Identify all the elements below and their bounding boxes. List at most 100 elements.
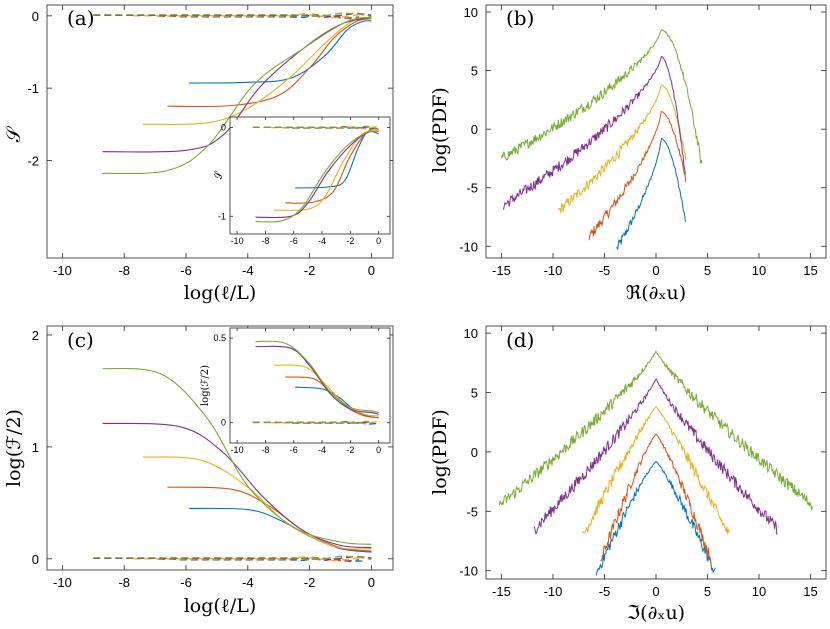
x-tick-label: -8 bbox=[118, 575, 130, 590]
y-tick-label: -1 bbox=[218, 211, 226, 221]
x-tick-label: -2 bbox=[346, 236, 354, 246]
x-axis-label: ℑ(∂ₓu) bbox=[627, 602, 685, 624]
inset-background bbox=[230, 328, 390, 443]
x-tick-label: -10 bbox=[544, 584, 563, 599]
dashed-series-green bbox=[93, 555, 372, 561]
series-blue bbox=[189, 20, 372, 84]
y-tick-label: 0 bbox=[221, 418, 226, 428]
axes-frame bbox=[229, 327, 391, 444]
x-tick-label: -6 bbox=[180, 575, 192, 590]
y-tick-label: 0 bbox=[32, 552, 39, 567]
pdf-series-yellow bbox=[581, 406, 731, 534]
pdf-series-purple bbox=[533, 378, 778, 535]
inset-axes: -10 -8 -6 -4 -2 0-10𝒮 bbox=[214, 116, 391, 246]
inset-background bbox=[230, 117, 390, 234]
series-red bbox=[285, 130, 379, 204]
axes-panel-d: -15 -10 -5 0 5 10 15 -10 -5 0 5 10 bbox=[459, 325, 827, 599]
x-tick-label: -2 bbox=[304, 263, 316, 278]
x-tick-label: 10 bbox=[752, 584, 766, 599]
series-red bbox=[167, 18, 372, 108]
y-tick-label: 2 bbox=[32, 328, 39, 343]
y-tick-label: 0 bbox=[471, 445, 478, 460]
x-tick-label: -8 bbox=[261, 236, 269, 246]
axes-frame bbox=[229, 116, 391, 235]
axes-frame bbox=[46, 4, 394, 259]
x-tick-label: 0 bbox=[376, 445, 381, 455]
dashed-series-green bbox=[252, 420, 374, 424]
y-tick-label: 10 bbox=[464, 5, 478, 20]
y-tick-label: 5 bbox=[471, 64, 478, 79]
x-tick-label: -6 bbox=[180, 263, 192, 278]
y-tick-label: 0.5 bbox=[213, 333, 226, 343]
y-tick-label: -1 bbox=[27, 81, 39, 96]
x-tick-label: 5 bbox=[704, 263, 711, 278]
pdf-series-purple bbox=[503, 55, 686, 210]
x-tick-label: -10 bbox=[231, 236, 244, 246]
pdf-series-blue bbox=[595, 460, 716, 576]
dashed-series-green bbox=[93, 12, 372, 18]
x-tick-label: 0 bbox=[652, 584, 659, 599]
inset-y-axis-label: log(ℱ/2) bbox=[200, 365, 211, 406]
series-red bbox=[167, 486, 372, 552]
x-tick-label: -15 bbox=[492, 584, 511, 599]
y-tick-label: 10 bbox=[464, 326, 478, 341]
series-green bbox=[102, 367, 372, 545]
series-yellow bbox=[273, 364, 379, 417]
x-tick-label: 15 bbox=[803, 263, 817, 278]
series-purple bbox=[255, 345, 379, 415]
x-tick-label: -8 bbox=[118, 263, 130, 278]
panel-label: (a) bbox=[67, 6, 95, 30]
y-tick-label: -10 bbox=[459, 239, 478, 254]
x-tick-label: -4 bbox=[242, 575, 254, 590]
pdf-series-green bbox=[498, 350, 813, 511]
dashed-series-green bbox=[252, 125, 374, 129]
series-blue bbox=[189, 507, 372, 553]
x-tick-label: -5 bbox=[599, 263, 611, 278]
y-tick-label: 0 bbox=[221, 123, 226, 133]
pdf-series-red bbox=[588, 111, 687, 241]
x-tick-label: -4 bbox=[242, 263, 254, 278]
x-tick-label: 0 bbox=[652, 263, 659, 278]
x-tick-label: -6 bbox=[290, 236, 298, 246]
y-tick-label: -2 bbox=[27, 153, 39, 168]
series-green bbox=[255, 340, 379, 414]
x-tick-label: 15 bbox=[803, 584, 817, 599]
pdf-series-red bbox=[600, 433, 712, 567]
x-tick-label: -8 bbox=[261, 445, 269, 455]
inset-axes: -10 -8 -6 -4 -2 0 0 0.5 log(ℱ/2) bbox=[200, 327, 391, 455]
y-axis-label: log(PDF) bbox=[429, 409, 451, 495]
series-blue bbox=[295, 386, 379, 419]
y-axis-label: log(PDF) bbox=[429, 87, 451, 173]
y-axis-label: log(ℱ/2) bbox=[3, 409, 25, 487]
x-tick-label: -10 bbox=[231, 445, 244, 455]
x-tick-label: 10 bbox=[752, 263, 766, 278]
pdf-series-yellow bbox=[557, 84, 687, 214]
y-tick-label: -10 bbox=[459, 564, 478, 579]
x-axis-label: log(ℓ/L) bbox=[184, 282, 257, 304]
x-tick-label: -4 bbox=[318, 445, 326, 455]
axes-panel-b: -15 -10 -5 0 5 10 15 -10 -5 0 5 10 bbox=[459, 4, 827, 278]
axes-frame bbox=[485, 325, 827, 580]
x-tick-label: -15 bbox=[492, 263, 511, 278]
y-tick-label: 0 bbox=[32, 9, 39, 24]
series-yellow bbox=[142, 456, 372, 550]
axes-panel-a: -10 -8 -6 -4 -2 0-2-10 bbox=[27, 4, 394, 278]
x-tick-label: -6 bbox=[290, 445, 298, 455]
y-axis-label: 𝒮 bbox=[3, 125, 25, 142]
pdf-series-blue bbox=[616, 137, 686, 250]
series-green bbox=[255, 128, 379, 223]
series-yellow bbox=[142, 17, 372, 125]
x-tick-label: -2 bbox=[304, 575, 316, 590]
x-tick-label: -2 bbox=[346, 445, 354, 455]
x-tick-label: -10 bbox=[544, 263, 563, 278]
series-green bbox=[102, 16, 372, 175]
x-tick-label: 0 bbox=[368, 263, 375, 278]
y-tick-label: -5 bbox=[466, 181, 478, 196]
axes-frame bbox=[46, 325, 394, 571]
panel-label: (b) bbox=[506, 6, 534, 30]
y-tick-label: 1 bbox=[32, 440, 39, 455]
x-tick-label: -10 bbox=[53, 263, 72, 278]
x-tick-label: -10 bbox=[53, 575, 72, 590]
x-axis-label: ℜ(∂ₓu) bbox=[626, 282, 686, 304]
